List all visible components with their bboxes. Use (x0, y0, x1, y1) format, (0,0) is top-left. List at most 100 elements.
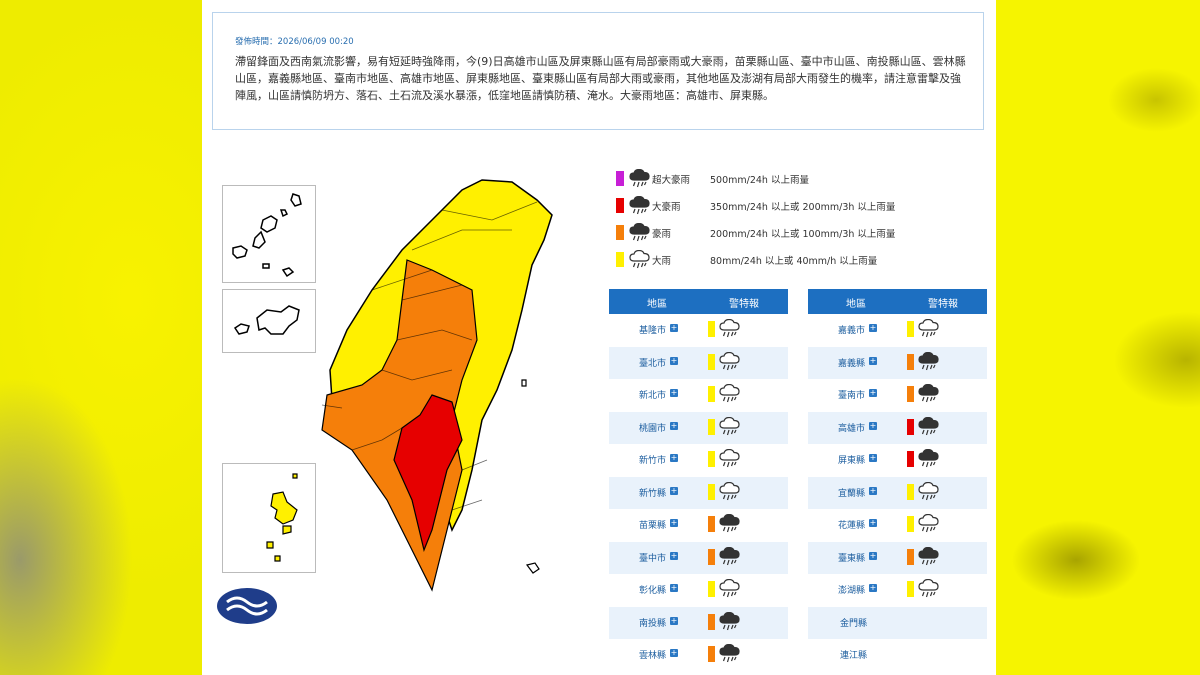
expand-plus-icon[interactable]: + (670, 615, 678, 625)
table-row[interactable]: 花蓮縣 + (808, 509, 987, 542)
legend-threshold: 200mm/24h 以上或 100mm/3h 以上雨量 (710, 229, 896, 240)
legend-swatch (616, 198, 624, 213)
table-row[interactable]: 臺東縣 + (808, 541, 987, 574)
table-row[interactable]: 臺南市 + (808, 379, 987, 412)
header-warning: 警特報 (928, 299, 958, 310)
expand-plus-icon[interactable]: + (869, 518, 877, 527)
warning-level-swatch (907, 483, 914, 500)
table-row[interactable]: 屏東縣 + (808, 444, 987, 477)
region-name[interactable]: 高雄市 (838, 423, 866, 434)
header-region: 地區 (647, 299, 667, 310)
rain-cloud-icon (918, 481, 940, 502)
region-name[interactable]: 金門縣 (840, 618, 868, 629)
background-right (996, 0, 1200, 675)
rain-cloud-icon (719, 383, 741, 404)
table-row[interactable]: 高雄市 + (808, 411, 987, 444)
table-row[interactable]: 桃園市 + (609, 411, 788, 444)
warning-table-right: 地區 警特報 嘉義市 + 嘉義縣 + 臺南市 + 高雄市 + 屏東縣 + 宜蘭縣 + 花蓮縣 + 臺東縣 + 澎… (808, 289, 987, 672)
table-row[interactable]: 南投縣 + (609, 606, 788, 639)
region-name[interactable]: 彰化縣 (639, 586, 667, 596)
table-row[interactable]: 彰化縣 + (609, 574, 788, 607)
heavy-rain-cloud-icon (918, 448, 940, 469)
warning-level-swatch (907, 386, 914, 402)
region-name[interactable]: 桃園市 (639, 423, 667, 434)
expand-plus-icon[interactable]: + (670, 323, 678, 332)
table-row[interactable]: 臺北市 + (609, 346, 788, 379)
warning-level-swatch (708, 418, 715, 435)
table-row[interactable]: 基隆市 + (609, 314, 788, 347)
region-name[interactable]: 屏東縣 (838, 456, 866, 466)
table-row[interactable]: 雲林縣 + (609, 639, 788, 672)
warning-level-swatch (907, 581, 914, 597)
region-name[interactable]: 臺南市 (838, 391, 866, 401)
expand-plus-icon[interactable]: + (869, 388, 877, 397)
region-name[interactable]: 南投縣 (639, 618, 667, 629)
heavy-rain-cloud-icon (719, 513, 741, 534)
expand-plus-icon[interactable]: + (670, 518, 678, 527)
table-row[interactable]: 新北市 + (609, 379, 788, 412)
header-warning: 警特報 (729, 299, 759, 310)
heavy-rain-cloud-icon (918, 546, 940, 567)
heavy-rain-cloud-icon (918, 416, 940, 437)
legend-threshold: 500mm/24h 以上雨量 (710, 175, 809, 186)
heavy-rain-cloud-icon (629, 222, 650, 242)
table-row[interactable]: 新竹縣 + (609, 476, 788, 509)
expand-plus-icon[interactable]: + (869, 453, 877, 462)
table-row[interactable]: 苗栗縣 + (609, 509, 788, 542)
table-row[interactable]: 金門縣 (808, 606, 987, 639)
warning-level-swatch (708, 451, 715, 467)
expand-plus-icon[interactable]: + (670, 583, 678, 592)
region-name[interactable]: 臺中市 (639, 553, 667, 564)
region-name[interactable]: 嘉義縣 (838, 358, 866, 369)
rain-cloud-icon (719, 481, 741, 502)
region-name[interactable]: 臺東縣 (838, 553, 866, 564)
taiwan-warning-map (202, 150, 602, 675)
expand-plus-icon[interactable]: + (670, 355, 678, 365)
table-row[interactable]: 澎湖縣 + (808, 574, 987, 607)
expand-plus-icon[interactable]: + (869, 485, 877, 495)
expand-plus-icon[interactable]: + (869, 550, 877, 560)
region-name[interactable]: 新竹縣 (639, 488, 667, 499)
region-name[interactable]: 花蓮縣 (838, 521, 866, 531)
expand-plus-icon[interactable]: + (670, 550, 678, 560)
expand-plus-icon[interactable]: + (670, 485, 678, 495)
table-row[interactable]: 臺中市 + (609, 541, 788, 574)
region-name[interactable]: 新北市 (639, 391, 667, 401)
matsu-inset (222, 185, 316, 283)
table-row[interactable]: 新竹市 + (609, 444, 788, 477)
table-row[interactable]: 嘉義縣 + (808, 346, 987, 379)
rain-cloud-icon (918, 513, 940, 534)
legend-item: 大豪雨 350mm/24h 以上或 200mm/3h 以上雨量 (612, 195, 992, 215)
warning-level-swatch (708, 646, 715, 662)
taiwan-main-map (321, 179, 553, 592)
expand-plus-icon[interactable]: + (670, 388, 678, 397)
rain-cloud-icon (719, 416, 741, 437)
region-name[interactable]: 宜蘭縣 (838, 488, 866, 499)
region-name[interactable]: 連江縣 (840, 651, 868, 661)
region-name[interactable]: 澎湖縣 (838, 586, 866, 596)
legend-name: 豪雨 (652, 229, 672, 240)
warning-level-swatch (907, 451, 914, 467)
expand-plus-icon[interactable]: + (670, 420, 678, 430)
table-row[interactable]: 連江縣 (808, 639, 987, 672)
region-name[interactable]: 雲林縣 (639, 651, 667, 661)
warning-level-swatch (708, 386, 715, 402)
region-name[interactable]: 嘉義市 (838, 326, 866, 336)
region-name[interactable]: 新竹市 (639, 456, 667, 466)
expand-plus-icon[interactable]: + (670, 453, 678, 462)
expand-plus-icon[interactable]: + (869, 355, 877, 365)
legend-item: 豪雨 200mm/24h 以上或 100mm/3h 以上雨量 (612, 222, 992, 242)
notice-text: 滯留鋒面及西南氣流影響，易有短延時強降雨，今(9)日高雄市山區及屏東縣山區有局部… (235, 55, 966, 102)
region-name[interactable]: 臺北市 (639, 358, 667, 369)
heavy-rain-cloud-icon (629, 168, 650, 188)
expand-plus-icon[interactable]: + (869, 323, 877, 332)
region-name[interactable]: 苗栗縣 (639, 521, 667, 531)
expand-plus-icon[interactable]: + (670, 648, 678, 657)
table-row[interactable]: 嘉義市 + (808, 314, 987, 347)
table-row[interactable]: 宜蘭縣 + (808, 476, 987, 509)
expand-plus-icon[interactable]: + (869, 583, 877, 592)
region-name[interactable]: 基隆市 (639, 326, 667, 336)
background-left (0, 0, 202, 675)
expand-plus-icon[interactable]: + (869, 420, 877, 430)
issue-time: 發佈時間：2026/06/09 00:20 (235, 37, 354, 47)
